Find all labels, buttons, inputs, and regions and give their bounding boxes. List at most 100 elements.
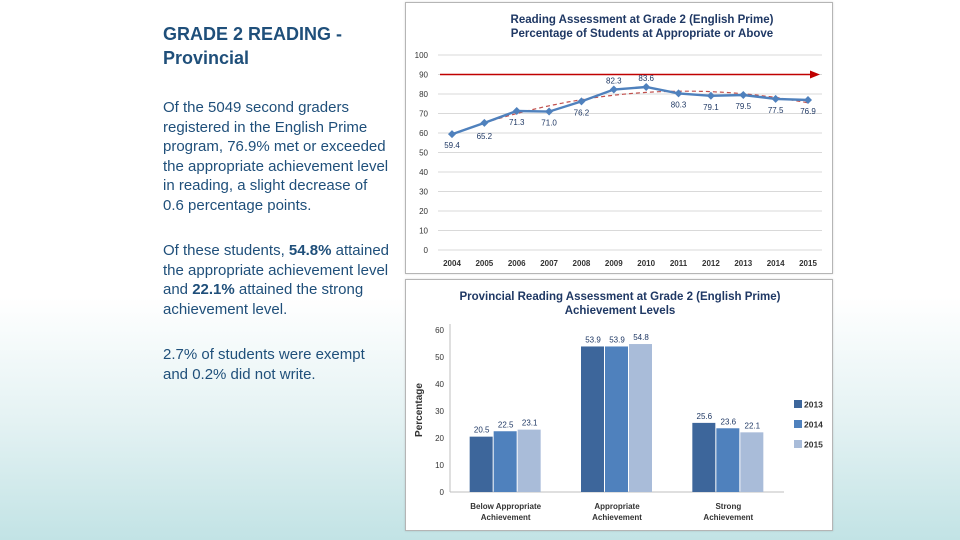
line-chart-x-tick-label: 2011 <box>670 259 688 268</box>
bar-chart-bar <box>740 432 764 492</box>
bar-chart-data-label: 53.9 <box>585 335 601 344</box>
bar-chart-legend-swatch <box>794 400 802 408</box>
line-chart-container: Reading Assessment at Grade 2 (English P… <box>405 2 833 274</box>
bar-chart-bar <box>517 429 541 492</box>
line-chart-y-tick-label: 90 <box>419 71 428 80</box>
line-chart: Reading Assessment at Grade 2 (English P… <box>415 14 822 268</box>
bar-chart-y-tick-label: 20 <box>435 434 444 443</box>
line-chart-point <box>706 91 715 100</box>
bar-chart-data-label: 20.5 <box>474 426 490 435</box>
bar-chart-ylabel: Percentage <box>414 383 425 437</box>
page-title: GRADE 2 READING - Provincial <box>163 22 391 70</box>
line-chart-x-tick-label: 2005 <box>475 259 493 268</box>
bar-chart-category-label: Appropriate Achievement <box>592 502 642 522</box>
line-chart-data-label: 71.3 <box>509 118 525 127</box>
line-chart-data-label: 79.1 <box>703 103 719 112</box>
line-chart-point <box>480 118 489 127</box>
summary-paragraph: Of the 5049 second graders registered in… <box>163 99 389 214</box>
line-chart-x-tick-label: 2015 <box>799 259 817 268</box>
bar-chart-bar <box>581 346 604 492</box>
bar-chart-y-tick-label: 60 <box>435 326 444 335</box>
line-chart-point <box>771 94 780 103</box>
line-chart-data-label: 80.3 <box>671 100 687 109</box>
bar-chart-legend-swatch <box>794 440 802 448</box>
line-chart-y-tick-label: 10 <box>419 227 428 236</box>
line-chart-point <box>512 106 521 115</box>
levels-paragraph: Of these students, 54.8% attained the ap… <box>163 241 391 319</box>
bar-chart-y-tick-label: 30 <box>435 407 444 416</box>
strong-percent: 22.1% <box>192 281 235 298</box>
line-chart-y-tick-label: 0 <box>424 246 429 255</box>
line-chart-point <box>804 96 812 105</box>
levels-text-1: Of these students, <box>163 242 289 259</box>
line-chart-x-tick-label: 2013 <box>734 259 752 268</box>
bar-chart-y-tick-label: 40 <box>435 380 444 389</box>
bar-chart-bar <box>629 344 652 492</box>
line-chart-data-label: 82.3 <box>606 77 622 86</box>
bar-chart-y-tick-label: 10 <box>435 461 444 470</box>
line-chart-x-tick-label: 2006 <box>508 259 526 268</box>
bar-chart-category-label: Strong Achievement <box>703 502 753 522</box>
line-chart-data-label: 77.5 <box>768 106 784 115</box>
line-chart-y-tick-label: 50 <box>419 149 428 158</box>
line-chart-x-tick-label: 2010 <box>637 259 655 268</box>
line-chart-x-tick-label: 2004 <box>443 259 461 268</box>
bar-chart-subtitle: Achievement Levels <box>565 305 676 317</box>
bar-chart-data-label: 23.6 <box>721 417 737 426</box>
line-chart-point <box>674 89 683 98</box>
line-chart-data-label: 83.6 <box>638 74 654 83</box>
bar-chart-legend-label: 2015 <box>804 440 823 450</box>
bar-chart-data-label: 23.1 <box>522 419 538 428</box>
bar-chart-legend-swatch <box>794 420 802 428</box>
line-chart-data-label: 71.0 <box>541 119 557 128</box>
line-chart-title: Reading Assessment at Grade 2 (English P… <box>511 14 774 26</box>
line-chart-point <box>609 85 618 94</box>
bar-chart-bar <box>493 431 517 492</box>
line-chart-x-tick-label: 2007 <box>540 259 558 268</box>
line-chart-point <box>545 107 554 116</box>
line-chart-y-tick-label: 60 <box>419 129 428 138</box>
line-chart-data-label: 76.2 <box>574 108 590 117</box>
appropriate-percent: 54.8% <box>288 242 332 259</box>
line-chart-point <box>448 130 456 139</box>
line-chart-x-tick-label: 2008 <box>573 259 591 268</box>
line-chart-trend-line <box>451 90 809 135</box>
bar-chart-legend-label: 2013 <box>804 400 823 410</box>
line-chart-y-tick-label: 70 <box>419 110 428 119</box>
bar-chart-data-label: 25.6 <box>697 412 713 421</box>
line-chart-y-tick-label: 100 <box>415 51 429 60</box>
page-title-line1: GRADE 2 READING - <box>163 24 343 44</box>
line-chart-y-tick-label: 40 <box>419 168 428 177</box>
line-chart-point <box>642 82 651 91</box>
bar-chart-y-tick-label: 50 <box>435 353 444 362</box>
line-chart-data-label: 76.9 <box>800 107 816 116</box>
line-chart-data-label: 79.5 <box>735 102 751 111</box>
bar-chart-category-label: Below Appropriate Achievement <box>470 502 541 522</box>
line-chart-data-label: 59.4 <box>444 141 460 150</box>
line-chart-point <box>739 90 748 99</box>
bar-chart-y-tick-label: 0 <box>440 488 445 497</box>
line-chart-series-line <box>451 85 809 136</box>
bar-chart: Provincial Reading Assessment at Grade 2… <box>414 291 823 522</box>
line-chart-y-tick-label: 30 <box>419 188 428 197</box>
bar-chart-title: Provincial Reading Assessment at Grade 2… <box>459 291 780 303</box>
line-chart-subtitle: Percentage of Students at Appropriate or… <box>511 28 773 40</box>
bar-chart-bar <box>716 428 740 492</box>
bar-chart-data-label: 53.9 <box>609 335 625 344</box>
page-title-line2: Provincial <box>163 48 250 68</box>
text-panel: GRADE 2 READING - Provincial Of the 5049… <box>163 22 391 384</box>
line-chart-y-tick-label: 80 <box>419 90 428 99</box>
line-chart-point <box>577 97 586 106</box>
bar-chart-bar <box>605 346 628 492</box>
line-chart-data-label: 65.2 <box>477 132 493 141</box>
line-chart-x-tick-label: 2014 <box>767 259 785 268</box>
line-chart-target-arrowhead <box>810 70 820 79</box>
bar-chart-data-label: 22.1 <box>745 421 761 430</box>
line-chart-x-tick-label: 2012 <box>702 259 720 268</box>
bar-chart-data-label: 22.5 <box>498 420 514 429</box>
bar-chart-bar <box>692 422 716 492</box>
bar-chart-legend-label: 2014 <box>804 420 823 430</box>
levels-text-2: attained the appropriate achievement lev… <box>163 242 389 298</box>
bar-chart-bar <box>469 436 493 492</box>
line-chart-x-tick-label: 2009 <box>605 259 623 268</box>
